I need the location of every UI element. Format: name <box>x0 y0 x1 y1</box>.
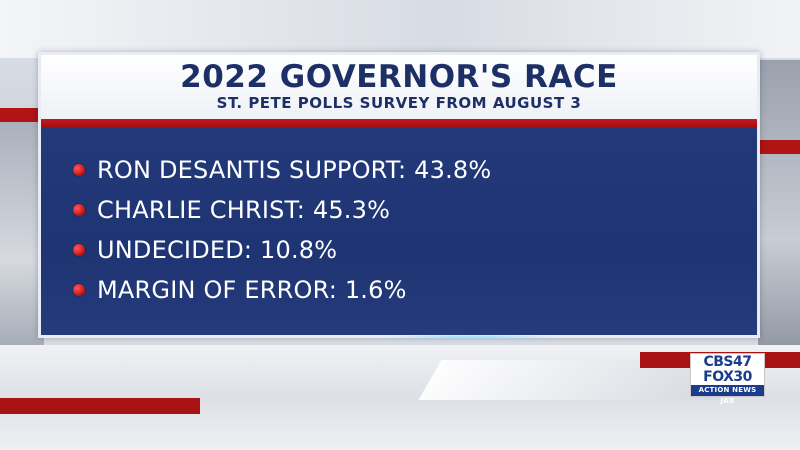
bullet-text: RON DESANTIS SUPPORT: 43.8% <box>97 156 492 184</box>
background-red-stripe-bottom-left <box>0 398 200 414</box>
poll-results-list: RON DESANTIS SUPPORT: 43.8% CHARLIE CHRI… <box>73 150 491 310</box>
logo-fox-text: FOX30 <box>703 369 752 385</box>
background-left-panel <box>0 122 44 352</box>
red-bullet-icon <box>73 204 85 216</box>
graphic-title: 2022 GOVERNOR'S RACE <box>180 59 618 95</box>
background-red-stripe-right <box>758 140 800 154</box>
background-top-band <box>0 0 800 58</box>
card-header: 2022 GOVERNOR'S RACE ST. PETE POLLS SURV… <box>41 55 757 119</box>
background-right-panel <box>758 60 800 360</box>
red-bullet-icon <box>73 244 85 256</box>
bottom-glow-accent <box>381 335 561 339</box>
list-item: RON DESANTIS SUPPORT: 43.8% <box>73 150 491 190</box>
background-red-stripe-left <box>0 108 44 122</box>
graphic-subtitle: ST. PETE POLLS SURVEY FROM AUGUST 3 <box>216 94 582 112</box>
list-item: CHARLIE CHRIST: 45.3% <box>73 190 491 230</box>
bullet-text: CHARLIE CHRIST: 45.3% <box>97 196 391 224</box>
logo-tagline: ACTION NEWS JAX <box>691 385 764 405</box>
red-bullet-icon <box>73 164 85 176</box>
header-red-divider <box>41 119 757 128</box>
logo-cbs-text: CBS47 <box>703 354 752 370</box>
bullet-text: MARGIN OF ERROR: 1.6% <box>97 276 407 304</box>
card-body: RON DESANTIS SUPPORT: 43.8% CHARLIE CHRI… <box>41 128 757 335</box>
bullet-text: UNDECIDED: 10.8% <box>97 236 338 264</box>
list-item: MARGIN OF ERROR: 1.6% <box>73 270 491 310</box>
station-logo: CBS47 FOX30 ACTION NEWS JAX <box>690 353 765 405</box>
list-item: UNDECIDED: 10.8% <box>73 230 491 270</box>
poll-graphic-card: 2022 GOVERNOR'S RACE ST. PETE POLLS SURV… <box>38 52 760 339</box>
red-bullet-icon <box>73 284 85 296</box>
